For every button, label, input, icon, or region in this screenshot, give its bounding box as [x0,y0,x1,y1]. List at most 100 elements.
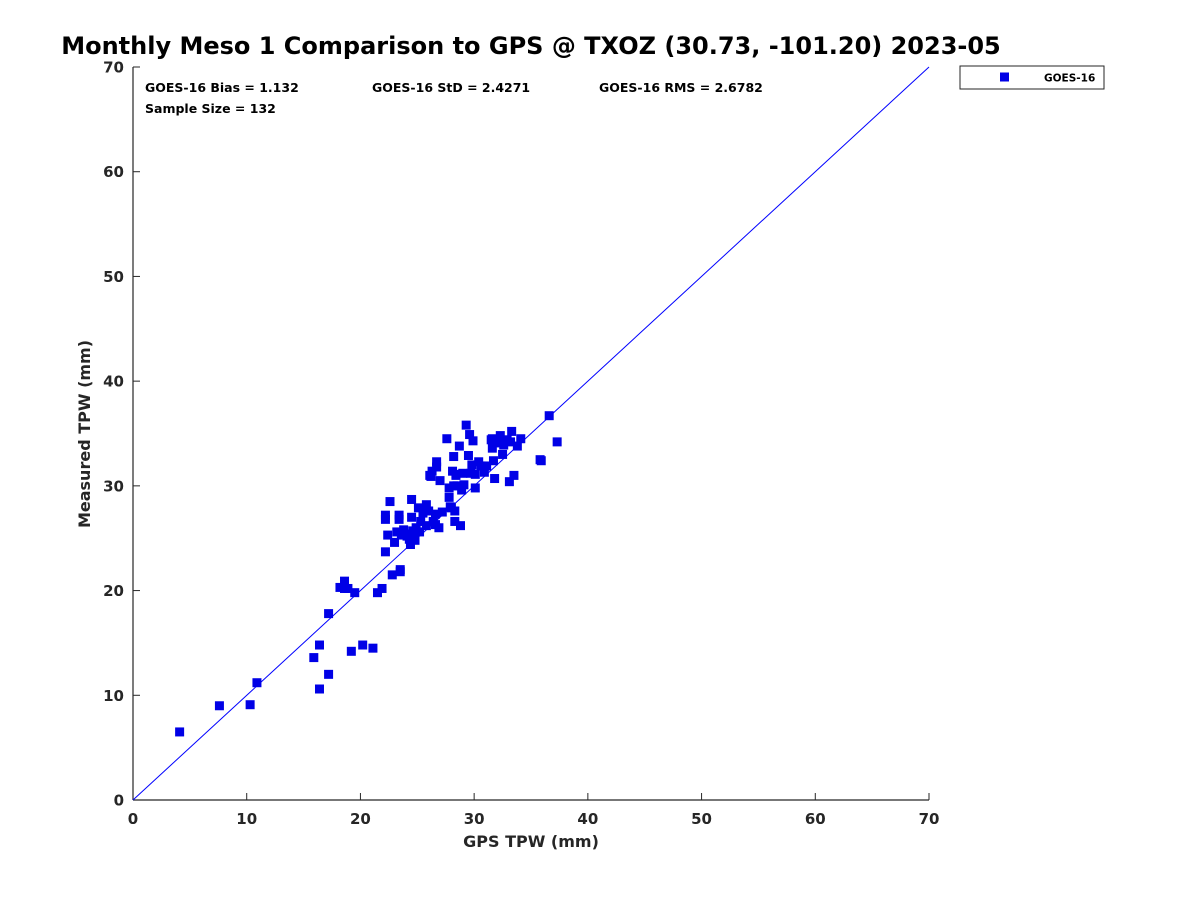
data-point [451,470,461,480]
chart-title: Monthly Meso 1 Comparison to GPS @ TXOZ … [61,32,1001,60]
data-point [245,700,255,710]
data-point [444,483,454,493]
data-point [487,443,497,453]
x-tick-label: 10 [236,810,257,828]
data-point [418,508,428,518]
data-point [465,430,475,440]
data-point [495,436,505,446]
data-point [435,476,445,486]
x-tick-label: 0 [128,810,138,828]
data-point [335,582,345,592]
legend-marker-square [1000,72,1009,82]
data-point [252,678,262,688]
data-point [544,411,554,421]
data-point [413,503,423,513]
x-tick-label: 70 [919,810,940,828]
data-point [368,643,378,653]
y-tick-label: 30 [103,477,124,495]
data-point [437,507,447,517]
data-point [432,457,442,467]
data-point [416,516,426,526]
data-point [385,497,395,507]
data-point [430,509,440,519]
y-tick-label: 20 [103,582,124,600]
legend-box [959,65,1105,90]
x-tick-label: 50 [691,810,712,828]
data-point [395,565,405,575]
data-point [340,576,350,586]
data-point [482,461,492,471]
data-point [427,466,437,476]
data-point [421,521,431,531]
data-point [466,468,476,478]
data-point [487,434,497,444]
data-point [396,530,406,540]
data-point [507,426,517,436]
x-tick-label: 60 [805,810,826,828]
data-point [495,431,505,441]
data-point [444,492,454,502]
data-point [445,502,455,512]
data-point [455,521,465,531]
stat-std: GOES-16 StD = 2.4271 [372,80,530,95]
data-point [404,534,414,544]
data-point [488,456,498,466]
data-point [415,527,425,537]
data-point [432,462,442,472]
data-point [309,653,319,663]
data-point [509,470,519,480]
data-point [449,452,459,462]
y-tick-label: 70 [103,59,124,77]
data-point [383,530,393,540]
data-points [175,411,562,737]
data-point [358,640,368,650]
data-point [516,434,526,444]
data-point [392,527,402,537]
data-point [324,669,334,679]
data-point [452,481,462,491]
x-axis-label: GPS TPW (mm) [463,832,599,851]
data-point [424,506,434,516]
data-point [314,684,324,694]
data-point [377,583,387,593]
y-axis-ticks: 0 10 20 30 40 50 60 70 [103,59,140,810]
data-point [340,583,350,593]
data-point [457,485,467,495]
data-point [467,460,477,470]
y-tick-label: 50 [103,268,124,286]
data-point [450,506,460,516]
x-axis-ticks: 0 10 20 30 40 50 60 70 [128,793,940,828]
stat-bias: GOES-16 Bias = 1.132 [145,80,299,95]
data-point [405,539,415,549]
data-point [380,547,390,557]
data-point [426,471,436,481]
data-point [512,441,522,451]
data-point [504,477,514,487]
x-tick-label: 40 [577,810,598,828]
data-point [463,450,473,460]
data-point [506,437,516,447]
data-point [468,436,478,446]
legend: GOES-16 [959,65,1105,90]
data-point [461,420,471,430]
data-point [498,449,508,459]
y-tick-label: 40 [103,373,124,391]
data-point [479,467,489,477]
data-point [372,588,382,598]
data-point [470,469,480,479]
y-tick-label: 10 [103,687,124,705]
data-point [410,535,420,545]
data-point [458,468,468,478]
data-point [346,646,356,656]
data-point [421,500,431,510]
plot-area [132,67,929,801]
data-point [350,588,360,598]
data-point [552,437,562,447]
data-point [459,480,469,490]
data-point [394,514,404,524]
data-point [399,525,409,535]
y-tick-label: 60 [103,163,124,181]
data-point [214,701,224,711]
data-point [407,512,417,522]
